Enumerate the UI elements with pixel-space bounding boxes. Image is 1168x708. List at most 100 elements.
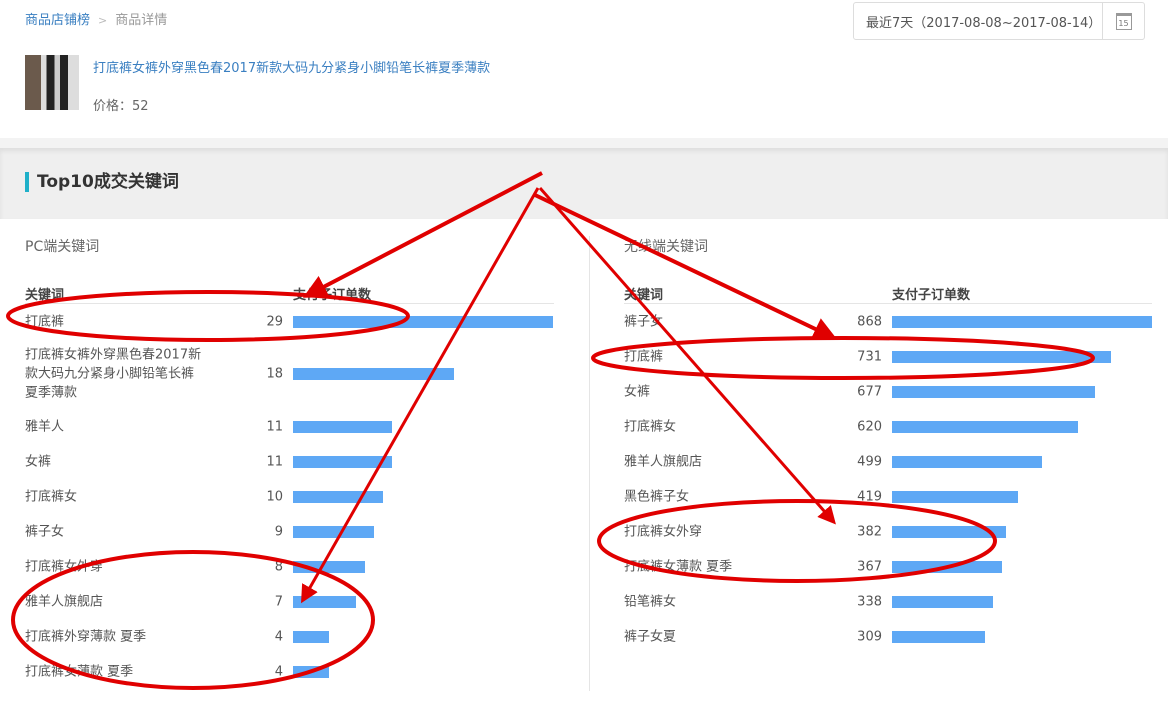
keyword: 雅羊人: [25, 419, 65, 434]
keyword: 裤子女夏: [624, 629, 677, 644]
table-row: 打底裤女外穿 382: [624, 514, 1152, 549]
order-count: 18: [266, 366, 283, 382]
pc-panel-title: PC端关键词: [25, 239, 100, 255]
order-count: 4: [274, 629, 283, 644]
mobile-table-header: 关键词 支付子订单数: [624, 280, 1152, 304]
keyword: 黑色裤子女: [624, 489, 690, 504]
keyword: 女裤: [25, 454, 52, 469]
order-bar: [293, 665, 329, 678]
breadcrumb-current: 商品详情: [115, 13, 168, 28]
table-row: 打底裤 731: [624, 339, 1152, 374]
order-bar: [293, 525, 374, 538]
calendar-button[interactable]: 15: [1102, 3, 1144, 39]
table-row: 女裤 677: [624, 374, 1152, 409]
mobile-keywords-panel: 无线端关键词 关键词 支付子订单数 裤子女 868 打底裤 731 女裤 677 打底裤女 62…: [624, 236, 1152, 654]
table-row: 雅羊人 11: [25, 409, 554, 444]
order-count: 7: [274, 594, 283, 609]
order-count: 9: [274, 524, 283, 539]
table-row: 打底裤女薄款 夏季 4: [25, 654, 554, 689]
order-count: 10: [266, 489, 283, 504]
table-row: 打底裤女裤外穿黑色春2017新款大码九分紧身小脚铅笔长裤夏季薄款 18: [25, 339, 554, 409]
table-row: 雅羊人旗舰店 7: [25, 584, 554, 619]
order-bar: [892, 560, 1002, 573]
order-bar: [892, 455, 1042, 468]
table-row: 黑色裤子女 419: [624, 479, 1152, 514]
order-bar: [293, 420, 392, 433]
product-thumbnail[interactable]: [25, 55, 79, 110]
table-row: 裤子女夏 309: [624, 619, 1152, 654]
order-bar: [892, 350, 1111, 363]
order-bar: [293, 490, 383, 503]
pc-keywords-panel: PC端关键词 关键词 支付子订单数 打底裤 29 打底裤女裤外穿黑色春2017新款大码…: [25, 236, 554, 689]
order-bar: [892, 385, 1095, 398]
keyword: 女裤: [624, 384, 651, 399]
keyword: 裤子女: [25, 524, 65, 539]
col-keyword: 关键词: [624, 288, 664, 303]
table-row: 裤子女 868: [624, 304, 1152, 339]
order-count: 11: [266, 454, 283, 469]
order-count: 367: [857, 559, 882, 574]
keyword: 打底裤女外穿: [624, 524, 703, 539]
product-title-link[interactable]: 打底裤女裤外穿黑色春2017新款大码九分紧身小脚铅笔长裤夏季薄款: [93, 61, 491, 76]
keyword: 铅笔裤女: [624, 594, 677, 609]
breadcrumb-separator: >: [98, 14, 108, 27]
keyword: 打底裤外穿薄款 夏季: [25, 629, 147, 644]
mobile-panel-title: 无线端关键词: [624, 239, 708, 255]
col-orders: 支付子订单数: [892, 288, 971, 303]
keyword: 裤子女: [624, 314, 664, 329]
order-bar: [293, 630, 329, 643]
order-count: 620: [857, 419, 882, 434]
keyword: 打底裤女: [624, 419, 677, 434]
table-row: 铅笔裤女 338: [624, 584, 1152, 619]
order-bar: [892, 420, 1078, 433]
keyword: 打底裤女薄款 夏季: [624, 559, 733, 574]
order-count: 419: [857, 489, 882, 504]
keyword: 雅羊人旗舰店: [25, 594, 104, 609]
table-row: 打底裤女外穿 8: [25, 549, 554, 584]
order-bar: [892, 595, 994, 608]
table-row: 雅羊人旗舰店 499: [624, 444, 1152, 479]
table-row: 打底裤女薄款 夏季 367: [624, 549, 1152, 584]
order-count: 382: [857, 524, 882, 539]
date-range-label: 最近7天（2017-08-08~2017-08-14）: [866, 15, 1102, 31]
order-bar: [293, 455, 392, 468]
product-price: 价格：52: [93, 99, 149, 114]
table-row: 女裤 11: [25, 444, 554, 479]
order-count: 677: [857, 384, 882, 399]
order-count: 868: [857, 314, 882, 329]
breadcrumb-parent-link[interactable]: 商品店铺榜: [25, 13, 91, 28]
order-count: 309: [857, 629, 882, 644]
breadcrumb: 商品店铺榜 > 商品详情: [25, 9, 167, 28]
keyword: 打底裤女: [25, 489, 78, 504]
keyword: 雅羊人旗舰店: [624, 454, 703, 469]
col-keyword: 关键词: [25, 288, 65, 303]
order-bar: [293, 315, 553, 328]
order-count: 338: [857, 594, 882, 609]
order-count: 8: [274, 559, 283, 574]
keyword: 打底裤女外穿: [25, 559, 104, 574]
order-bar: [293, 560, 365, 573]
order-count: 4: [274, 664, 283, 679]
pc-table-header: 关键词 支付子订单数: [25, 280, 554, 304]
order-count: 29: [266, 314, 283, 329]
order-count: 11: [266, 419, 283, 434]
table-row: 裤子女 9: [25, 514, 554, 549]
col-orders: 支付子订单数: [293, 288, 372, 303]
table-row: 打底裤外穿薄款 夏季 4: [25, 619, 554, 654]
order-bar: [293, 595, 356, 608]
order-count: 499: [857, 454, 882, 469]
keyword: 打底裤: [624, 349, 664, 364]
order-bar: [892, 630, 985, 643]
section-title: Top10成交关键词: [25, 172, 179, 192]
order-bar: [892, 525, 1007, 538]
keyword: 打底裤女裤外穿黑色春2017新款大码九分紧身小脚铅笔长裤夏季薄款: [25, 347, 202, 401]
order-bar: [293, 368, 455, 380]
order-bar: [892, 315, 1152, 328]
calendar-icon: 15: [1115, 12, 1132, 30]
table-row: 打底裤女 620: [624, 409, 1152, 444]
table-row: 打底裤女 10: [25, 479, 554, 514]
panel-divider: [589, 236, 590, 691]
order-bar: [892, 490, 1018, 503]
order-count: 731: [857, 349, 882, 364]
date-range-picker[interactable]: 最近7天（2017-08-08~2017-08-14） 15: [853, 2, 1145, 40]
